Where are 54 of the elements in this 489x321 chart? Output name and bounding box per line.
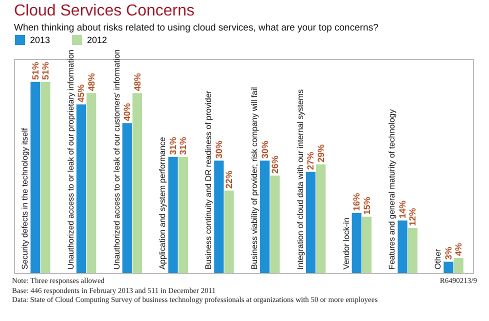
data-label: 51% [30, 62, 40, 80]
bar [76, 104, 86, 273]
x-tick-label: Unauthorized access to or leak of our customers' information [112, 49, 122, 270]
x-tick-label: Features and general maturity of technology [388, 108, 397, 270]
legend-label: 2012 [87, 35, 108, 45]
data-label: 48% [86, 73, 96, 92]
bar [270, 176, 280, 273]
bar [122, 123, 132, 273]
bar [224, 190, 234, 273]
data-label: 30% [214, 140, 224, 159]
x-tick-label: Security defects in the technology itself [20, 127, 30, 270]
data-label: 27% [306, 152, 316, 170]
data-label: 14% [398, 200, 408, 219]
data-label: 45% [76, 84, 86, 102]
bar [86, 93, 96, 273]
data-label: 31% [178, 136, 188, 155]
data-label: 40% [122, 103, 132, 122]
bar [316, 164, 326, 273]
data-label: 31% [168, 136, 178, 155]
bar [306, 172, 316, 273]
data-label: 3% [443, 246, 454, 260]
bar [260, 160, 270, 273]
x-tick-label: Application and system performance [158, 136, 168, 270]
bar [132, 93, 142, 273]
bar [398, 220, 408, 273]
x-tick-label: Unauthorized access to or leak of our proprietary information [66, 49, 76, 270]
bar [352, 213, 362, 273]
data-label: 16% [352, 193, 362, 212]
bar [214, 160, 224, 273]
data-label: 30% [260, 140, 270, 159]
data-label: 12% [408, 208, 418, 226]
x-tick-label: Other [434, 248, 443, 270]
bar [178, 156, 188, 273]
x-tick-label: Business continuity and DR readiness of provider [204, 90, 214, 270]
bar [408, 228, 418, 273]
data-label: 51% [40, 62, 50, 80]
legend-label: 2013 [30, 35, 50, 45]
bar [454, 258, 464, 273]
x-tick-label: Integration of cloud data with our internal systems [296, 89, 305, 270]
bar [444, 262, 454, 273]
data-label: 22% [224, 170, 234, 189]
bar [168, 156, 178, 273]
x-tick-label: Business viability of provider; risk company will fail [250, 86, 259, 270]
chart-subtitle: When thinking about risks related to using cloud services, what are your top concerns? [14, 22, 378, 34]
chart-title: Cloud Services Concerns [14, 2, 195, 20]
data-label: 4% [454, 243, 464, 256]
data-label: 15% [362, 196, 372, 215]
data-label: 26% [270, 156, 280, 174]
data-label: 48% [132, 73, 142, 92]
bar [362, 216, 372, 273]
bar [30, 82, 40, 273]
data-label: 29% [316, 144, 326, 162]
bar [40, 82, 50, 273]
x-tick-label: Vendor lock-in [342, 217, 351, 270]
